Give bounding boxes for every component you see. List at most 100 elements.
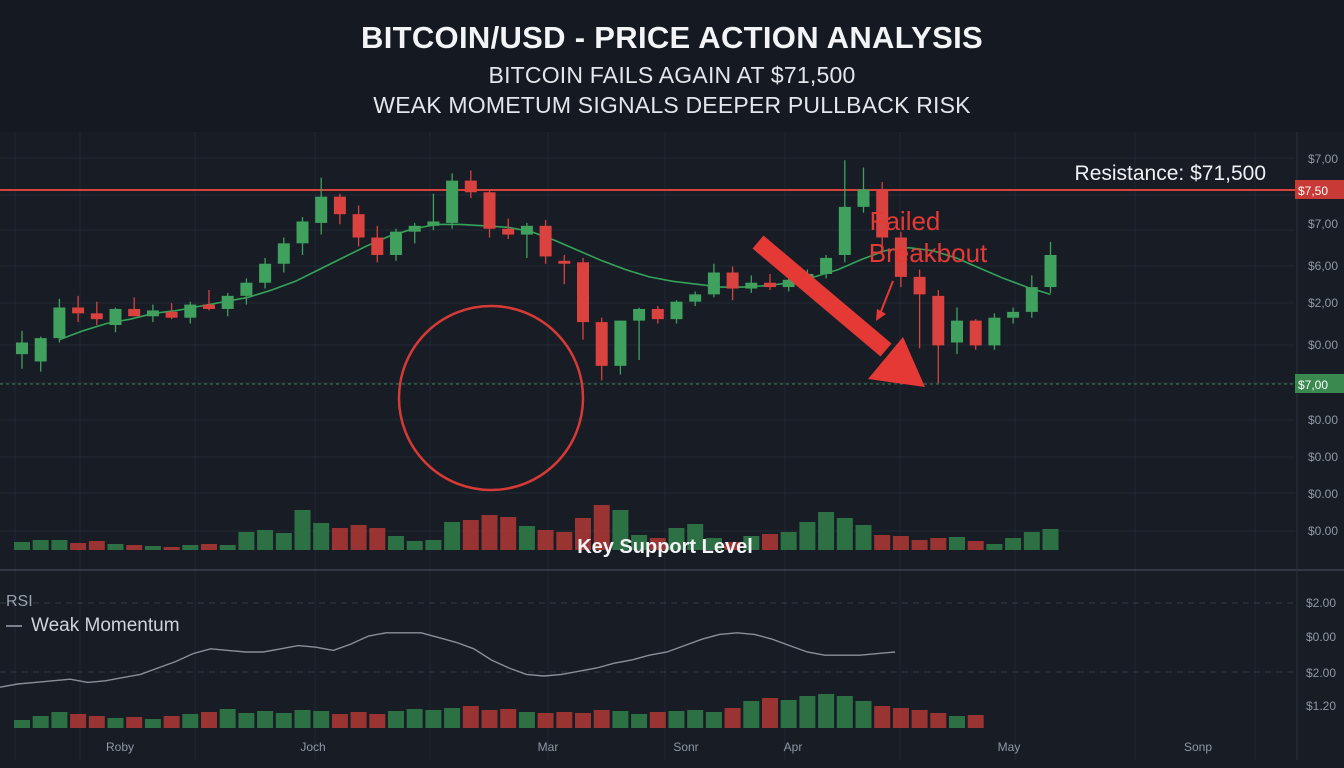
candle-body <box>446 180 459 223</box>
volume-bar <box>874 535 891 550</box>
time-axis: Roby Joch Mar Sonr Apr May Sonp <box>106 740 1212 754</box>
candle-body <box>165 311 178 318</box>
failed-breakout-arrow <box>752 235 925 387</box>
volume-bar <box>425 540 442 550</box>
rsi-bar <box>500 709 517 728</box>
rsi-bar <box>107 718 124 728</box>
candle-body <box>109 308 122 325</box>
rsi-bar <box>350 712 367 728</box>
candle-body <box>1025 287 1038 312</box>
x-tick-label: May <box>998 740 1021 754</box>
volume-bar <box>930 538 947 550</box>
volume-bar <box>836 518 853 550</box>
candle-body <box>782 279 795 288</box>
volume-bar <box>575 518 591 550</box>
rsi-bar <box>331 714 348 728</box>
rsi-bar <box>369 714 386 728</box>
rsi-bar <box>126 717 143 728</box>
support-price-tag-text: $7,00 <box>1298 378 1328 392</box>
volume-bar <box>518 526 535 550</box>
candles <box>16 160 1057 384</box>
candle-body <box>296 221 309 244</box>
rsi-bar <box>88 716 105 728</box>
rsi-bar <box>949 716 965 728</box>
rsi-bar <box>238 713 255 728</box>
candle-body <box>16 342 28 355</box>
x-tick-label: Roby <box>106 740 134 754</box>
rsi-tick-label: $1.20 <box>1306 699 1336 713</box>
candle-body <box>408 225 421 232</box>
rsi-tick-label: $2.00 <box>1306 596 1336 610</box>
rsi-bar <box>294 710 311 728</box>
candle-body <box>72 307 85 314</box>
rsi-bar <box>780 700 797 728</box>
rsi-bar <box>762 698 778 728</box>
volume-bar <box>762 534 778 550</box>
volume-bar <box>219 545 236 550</box>
volume-bars <box>14 505 1059 550</box>
volume-bar <box>238 532 255 550</box>
price-tick-label: $2,00 <box>1308 296 1338 310</box>
candle-body <box>876 189 889 238</box>
candle-body <box>259 263 272 283</box>
volume-bar <box>892 536 909 550</box>
rsi-panel-label: RSI <box>6 593 33 610</box>
candle-body <box>240 282 253 296</box>
candle-body <box>203 304 215 309</box>
chart-subtitle-1: BITCOIN FAILS AGAIN AT $71,500 <box>488 62 856 88</box>
candle-body <box>315 196 328 223</box>
volume-bar <box>51 540 68 550</box>
rsi-bar <box>201 712 217 728</box>
candle-body <box>333 196 346 215</box>
rsi-axis: $2.00 $0.00 $2.00 $1.20 <box>1306 596 1336 713</box>
volume-bar <box>163 547 180 550</box>
rsi-bar <box>724 708 741 728</box>
rsi-bar <box>649 712 666 728</box>
volume-bar <box>949 537 965 550</box>
volume-bar <box>780 532 797 550</box>
volume-bar <box>388 536 404 550</box>
candle-body <box>1044 255 1057 288</box>
volume-bar <box>967 541 984 550</box>
candle-body <box>539 225 552 257</box>
volume-bar <box>612 510 629 550</box>
candle-body <box>577 262 589 323</box>
volume-bar <box>294 510 311 550</box>
volume-bar <box>144 546 161 550</box>
rsi-bar <box>406 709 423 728</box>
candle-body <box>988 317 1001 346</box>
volume-bar <box>350 525 367 550</box>
rsi-bar <box>930 713 947 728</box>
candle-body <box>689 294 702 302</box>
candle-body <box>558 260 571 264</box>
volume-bar <box>70 543 87 550</box>
volume-bar <box>257 530 274 550</box>
chart-title: BITCOIN/USD - PRICE ACTION ANALYSIS <box>361 20 983 55</box>
candle-body <box>483 192 496 229</box>
candle-body <box>633 308 646 321</box>
rsi-tick-label: $2.00 <box>1306 666 1336 680</box>
candle-body <box>932 295 945 346</box>
volume-bar <box>705 538 722 550</box>
volume-bar <box>462 520 479 550</box>
rsi-bar <box>70 714 87 728</box>
rsi-bar <box>892 708 909 728</box>
rsi-bar <box>911 710 928 728</box>
candle-body <box>520 225 533 235</box>
rsi-bar <box>257 711 274 728</box>
rsi-bar <box>425 710 442 728</box>
candle-body <box>34 338 47 362</box>
candle-body <box>614 320 627 366</box>
price-axis: $7,00 $7,00 $6,00 $2,00 $0.00 $0.00 $0.00 $0.00… <box>1308 152 1338 538</box>
candle-body <box>838 206 851 255</box>
resistance-price-tag-text: $7,50 <box>1298 184 1328 198</box>
rsi-bar <box>388 711 404 728</box>
volume-bar <box>406 541 423 550</box>
volume-bar <box>855 525 872 550</box>
volume-bar <box>537 530 554 550</box>
candle-body <box>857 189 870 207</box>
rsi-bar <box>14 720 30 728</box>
volume-bar <box>444 522 461 550</box>
candle-body <box>184 304 197 318</box>
